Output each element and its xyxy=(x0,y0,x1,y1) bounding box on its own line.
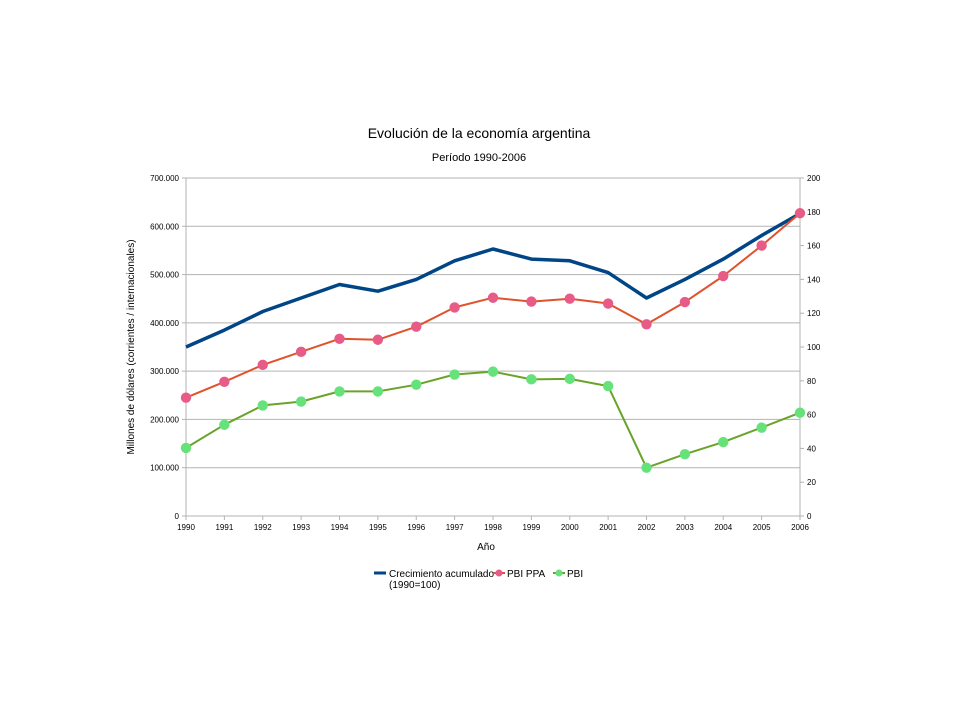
y2-tick-label: 120 xyxy=(807,309,821,318)
y-axis-ticks: 0 100.000 200.000 300.000 400.000 500.000 600.… xyxy=(150,174,186,521)
data-point-pbi xyxy=(411,379,422,390)
chart-title: Evolución de la economía argentina xyxy=(368,125,591,141)
data-point-pbi-ppa xyxy=(334,333,345,344)
x-tick-label: 1997 xyxy=(446,523,464,532)
x-axis-title: Año xyxy=(477,542,495,553)
data-point-pbi-ppa xyxy=(718,270,729,282)
data-point-pbi-ppa xyxy=(641,319,652,330)
data-point-pbi xyxy=(602,380,614,392)
y2-tick-label: 80 xyxy=(807,377,816,386)
y-tick-label: 200.000 xyxy=(150,415,179,424)
data-point-pbi-ppa xyxy=(487,292,499,303)
y-tick-label: 400.000 xyxy=(150,319,179,328)
data-point-pbi-ppa xyxy=(526,296,537,307)
data-point-pbi-ppa xyxy=(257,359,268,371)
data-point-pbi-ppa xyxy=(794,208,806,219)
x-tick-label: 1992 xyxy=(254,523,272,532)
legend-label-crecimiento: Crecimiento acumulado xyxy=(389,569,494,580)
y2-tick-label: 60 xyxy=(807,411,816,420)
y2-tick-label: 100 xyxy=(807,343,821,352)
y-tick-label: 100.000 xyxy=(150,464,179,473)
data-point-pbi xyxy=(257,400,268,411)
x-tick-label: 2001 xyxy=(599,523,617,532)
data-point-pbi xyxy=(449,369,460,380)
x-tick-label: 2005 xyxy=(753,523,771,532)
data-point-pbi-ppa xyxy=(449,302,460,313)
data-point-pbi xyxy=(180,442,192,454)
data-point-pbi xyxy=(756,422,767,433)
series-group xyxy=(180,208,806,473)
data-point-pbi-ppa xyxy=(411,321,422,332)
legend-label-crecimiento-line2: (1990=100) xyxy=(389,580,440,591)
series-line-crecimiento-acumulado xyxy=(185,211,801,349)
x-tick-label: 2002 xyxy=(638,523,656,532)
data-point-pbi xyxy=(372,386,384,397)
data-point-pbi xyxy=(641,462,652,473)
y-tick-label: 700.000 xyxy=(150,174,179,183)
data-point-pbi xyxy=(564,373,575,385)
chart-subtitle: Período 1990-2006 xyxy=(432,152,526,164)
y2-axis-ticks: 0 20 40 60 80 100 120 140 160 180 200 xyxy=(800,174,821,521)
y-axis-title: Millones de dólares (corrientes / intern… xyxy=(126,239,137,454)
y2-tick-label: 200 xyxy=(807,174,821,183)
x-tick-label: 1990 xyxy=(177,523,195,532)
x-tick-label: 1991 xyxy=(215,523,233,532)
x-tick-label: 1998 xyxy=(484,523,502,532)
data-point-pbi-ppa xyxy=(679,296,691,308)
y-tick-label: 500.000 xyxy=(150,271,179,280)
legend-marker-pbi-ppa xyxy=(495,569,503,577)
x-tick-label: 1995 xyxy=(369,523,387,532)
data-point-pbi xyxy=(334,386,345,397)
data-point-pbi xyxy=(679,448,691,460)
x-axis-ticks: 1990 1991 1992 1993 1994 1995 1996 1997 1998 1999… xyxy=(177,516,809,532)
plot-frame xyxy=(185,177,801,517)
x-tick-label: 2004 xyxy=(714,523,732,532)
legend-label-pbi-ppa: PBI PPA xyxy=(507,569,545,580)
data-point-pbi-ppa xyxy=(602,298,614,309)
data-point-pbi xyxy=(295,396,307,407)
data-point-pbi-ppa xyxy=(219,376,230,387)
data-point-pbi-ppa xyxy=(372,334,384,345)
data-point-pbi xyxy=(219,419,230,430)
x-tick-label: 1994 xyxy=(331,523,349,532)
legend-label-pbi: PBI xyxy=(567,569,583,580)
data-point-pbi-ppa xyxy=(564,293,575,304)
y-tick-label: 600.000 xyxy=(150,222,179,231)
x-tick-label: 2003 xyxy=(676,523,694,532)
x-tick-label: 1996 xyxy=(407,523,425,532)
data-point-pbi xyxy=(718,436,729,448)
legend-marker-pbi xyxy=(555,569,563,577)
gridlines xyxy=(186,225,800,469)
y2-tick-label: 0 xyxy=(807,512,812,521)
y2-tick-label: 20 xyxy=(807,478,816,487)
legend: Crecimiento acumulado (1990=100) PBI PPA… xyxy=(374,569,583,591)
data-point-pbi-ppa xyxy=(756,240,767,251)
y2-tick-label: 40 xyxy=(807,444,816,453)
x-tick-label: 1999 xyxy=(522,523,540,532)
y2-tick-label: 160 xyxy=(807,242,821,251)
y2-tick-label: 180 xyxy=(807,208,821,217)
data-point-pbi xyxy=(526,374,537,385)
data-point-pbi-ppa xyxy=(295,346,307,358)
data-point-pbi xyxy=(794,407,806,418)
x-tick-label: 1993 xyxy=(292,523,310,532)
y-tick-label: 0 xyxy=(175,512,180,521)
x-tick-label: 2006 xyxy=(791,523,809,532)
data-point-pbi-ppa xyxy=(180,392,192,403)
x-tick-label: 2000 xyxy=(561,523,579,532)
y-tick-label: 300.000 xyxy=(150,367,179,376)
data-point-pbi xyxy=(487,366,499,377)
y2-tick-label: 140 xyxy=(807,275,821,284)
